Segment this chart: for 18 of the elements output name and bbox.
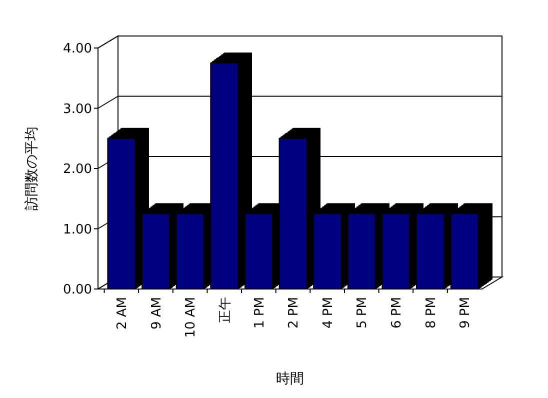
y-tick-label: 2.00 <box>63 162 92 178</box>
x-tick-label: 2 PM <box>286 297 302 328</box>
x-tick-label: 2 AM <box>114 297 130 330</box>
y-tick-label: 0.00 <box>63 282 92 298</box>
y-tick-label: 4.00 <box>63 42 92 57</box>
x-tick-label: 正午 <box>218 297 233 323</box>
x-tick-label: 10 AM <box>184 297 199 338</box>
x-tick-label: 9 PM <box>458 297 474 328</box>
x-tick-label: 1 PM <box>252 297 268 328</box>
y-tick-label: 1.00 <box>63 222 92 238</box>
x-axis-title: 時間 <box>276 371 304 387</box>
x-tick-label: 6 PM <box>389 297 404 328</box>
x-tick-label: 8 PM <box>424 297 439 328</box>
x-tick-label: 9 AM <box>149 297 164 330</box>
x-tick-label: 5 PM <box>355 297 370 328</box>
x-tick-label: 4 PM <box>320 297 336 328</box>
y-tick-label: 3.00 <box>63 102 92 117</box>
y-axis-title: 訪問数の平均 <box>24 126 40 210</box>
